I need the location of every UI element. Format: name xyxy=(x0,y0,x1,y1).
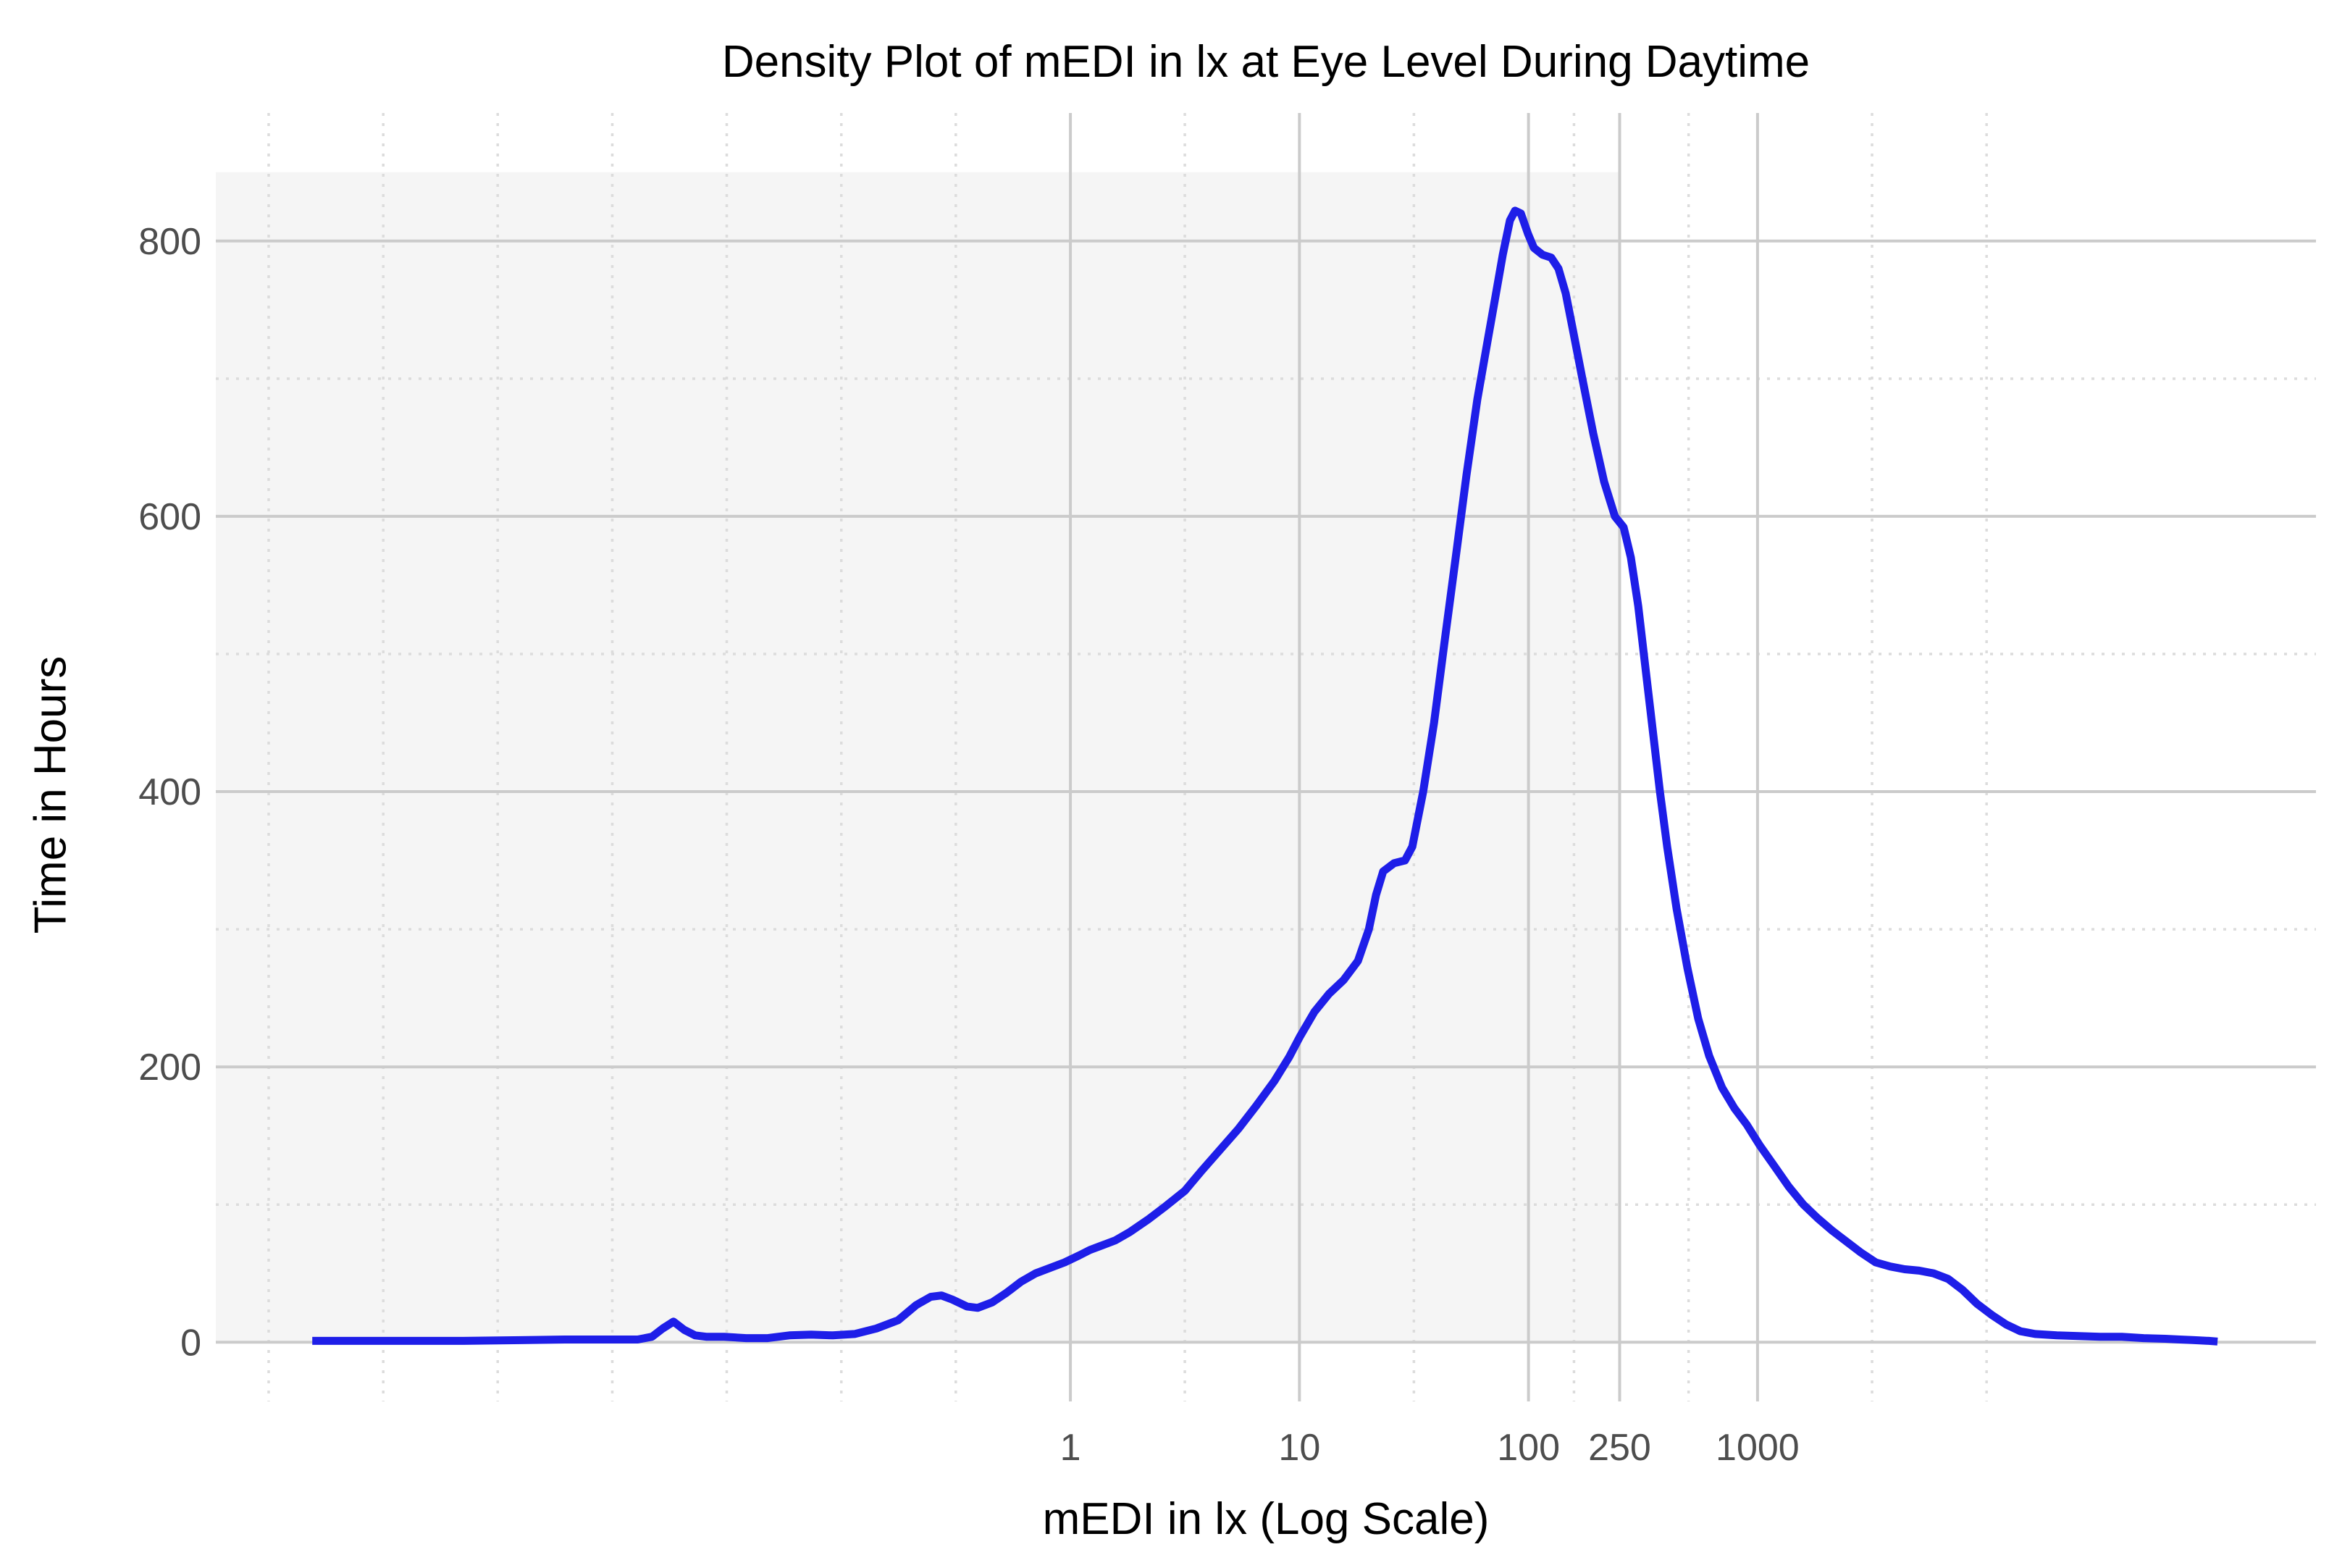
y-tick-label: 0 xyxy=(180,1322,201,1364)
chart-title: Density Plot of mEDI in lx at Eye Level … xyxy=(721,37,1810,87)
shaded-region xyxy=(216,172,1620,1343)
x-axis-tick-labels: 1 10 100 250 1000 xyxy=(1060,1427,1800,1469)
x-tick-label: 100 xyxy=(1497,1427,1560,1469)
density-curve-layer xyxy=(312,206,2218,1346)
density-curve xyxy=(312,206,2218,1346)
x-tick-label: 250 xyxy=(1588,1427,1651,1469)
x-tick-label: 1000 xyxy=(1716,1427,1800,1469)
y-axis-title: Time in Hours xyxy=(25,655,76,934)
x-axis-title: mEDI in lx (Log Scale) xyxy=(1042,1494,1490,1544)
y-tick-label: 800 xyxy=(138,221,201,263)
x-tick-label: 10 xyxy=(1278,1427,1320,1469)
y-tick-label: 200 xyxy=(138,1047,201,1089)
y-axis-tick-labels: 0 200 400 600 800 xyxy=(138,221,201,1364)
y-tick-label: 400 xyxy=(138,771,201,813)
x-tick-label: 1 xyxy=(1060,1427,1081,1469)
shaded-region-layer xyxy=(216,172,1620,1343)
y-tick-label: 600 xyxy=(138,496,201,538)
